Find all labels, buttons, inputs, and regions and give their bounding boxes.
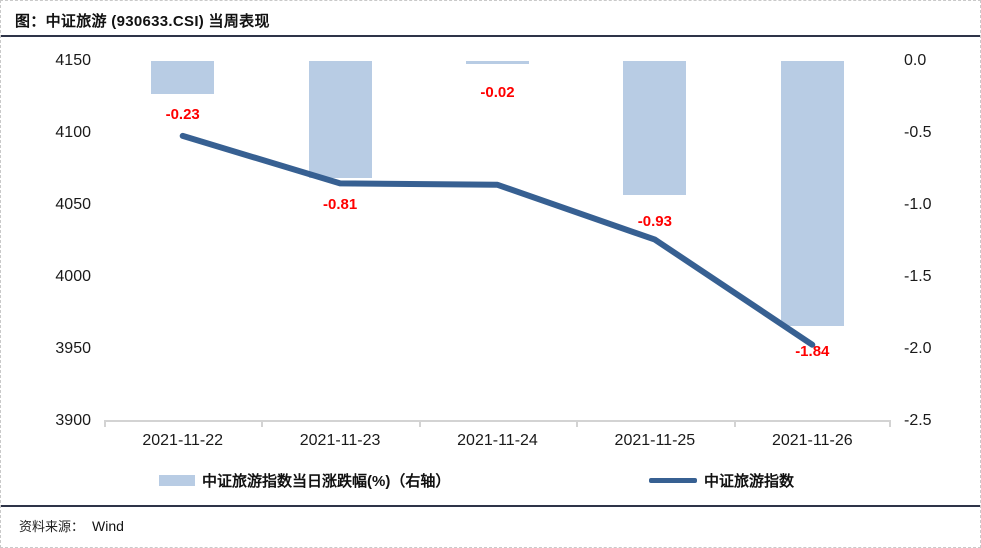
title-divider xyxy=(1,35,980,37)
plot-area: -0.23 -0.81 -0.02 -0.93 -1.84 xyxy=(104,61,891,427)
bar xyxy=(780,61,844,326)
right-axis-tick-label: -1.0 xyxy=(904,196,932,213)
line-series xyxy=(179,132,816,348)
x-axis-tick xyxy=(889,420,891,427)
bar-legend-swatch xyxy=(159,475,195,486)
x-axis-tick xyxy=(104,420,106,427)
right-axis-tick-label: -2.0 xyxy=(904,340,932,357)
source-label: 资料来源： xyxy=(19,519,85,534)
bar-value-label: -0.02 xyxy=(480,84,515,101)
x-axis-tick xyxy=(733,420,736,427)
bar xyxy=(151,61,215,94)
right-axis-tick-label: 0.0 xyxy=(904,52,927,69)
bar xyxy=(308,61,372,178)
bar-value-label: -0.93 xyxy=(637,213,672,230)
x-axis-tick xyxy=(261,420,264,427)
left-axis-tick-label: 3950 xyxy=(55,340,91,357)
line-legend-swatch xyxy=(649,478,697,483)
bar xyxy=(466,61,529,64)
line-legend-label: 中证旅游指数 xyxy=(704,473,795,490)
left-axis-tick-label: 4150 xyxy=(55,52,91,69)
right-axis-tick-label: -2.5 xyxy=(904,412,932,429)
bar-value-label: -1.84 xyxy=(795,343,830,360)
footer-divider xyxy=(1,505,980,507)
chart-title: 图：中证旅游 (930633.CSI) 当周表现 xyxy=(15,13,270,30)
bar-value-label: -0.81 xyxy=(322,196,358,213)
x-axis-tick xyxy=(576,420,579,427)
x-axis-line xyxy=(104,420,891,422)
bar-legend-label: 中证旅游指数当日涨跌幅(%)（右轴） xyxy=(202,473,451,490)
x-axis-label: 2021-11-26 xyxy=(771,432,853,449)
left-axis-tick-label: 4050 xyxy=(55,196,91,213)
left-axis-tick-label: 4100 xyxy=(55,124,91,141)
bar-value-label: -0.23 xyxy=(165,106,200,123)
right-axis-tick-label: -0.5 xyxy=(904,124,932,141)
x-axis-label: 2021-11-24 xyxy=(457,432,538,449)
x-axis-label: 2021-11-22 xyxy=(142,432,224,449)
x-axis-tick xyxy=(418,420,421,427)
x-axis-label: 2021-11-23 xyxy=(299,432,381,449)
left-axis-tick-label: 3900 xyxy=(55,412,91,429)
x-axis-label: 2021-11-25 xyxy=(614,432,696,449)
bar xyxy=(623,61,687,195)
source-note: 资料来源： Wind xyxy=(19,516,124,535)
left-axis-tick-label: 4000 xyxy=(55,268,91,285)
right-axis-tick-label: -1.5 xyxy=(904,268,932,285)
source-value: Wind xyxy=(92,518,124,534)
legend-item-line: 中证旅游指数 xyxy=(649,470,794,491)
legend-item-bar: 中证旅游指数当日涨跌幅(%)（右轴） xyxy=(159,470,450,491)
